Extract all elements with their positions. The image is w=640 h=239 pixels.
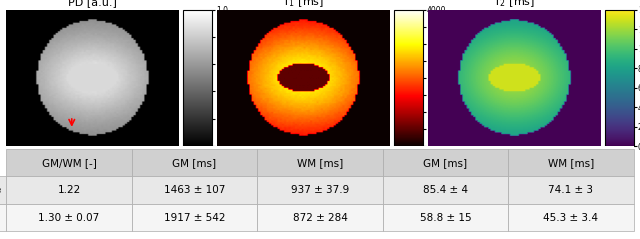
Title: T$_1$ [ms]: T$_1$ [ms] <box>282 0 324 9</box>
Title: T$_2$ [ms]: T$_2$ [ms] <box>493 0 535 9</box>
Title: PD [a.u.]: PD [a.u.] <box>68 0 117 7</box>
